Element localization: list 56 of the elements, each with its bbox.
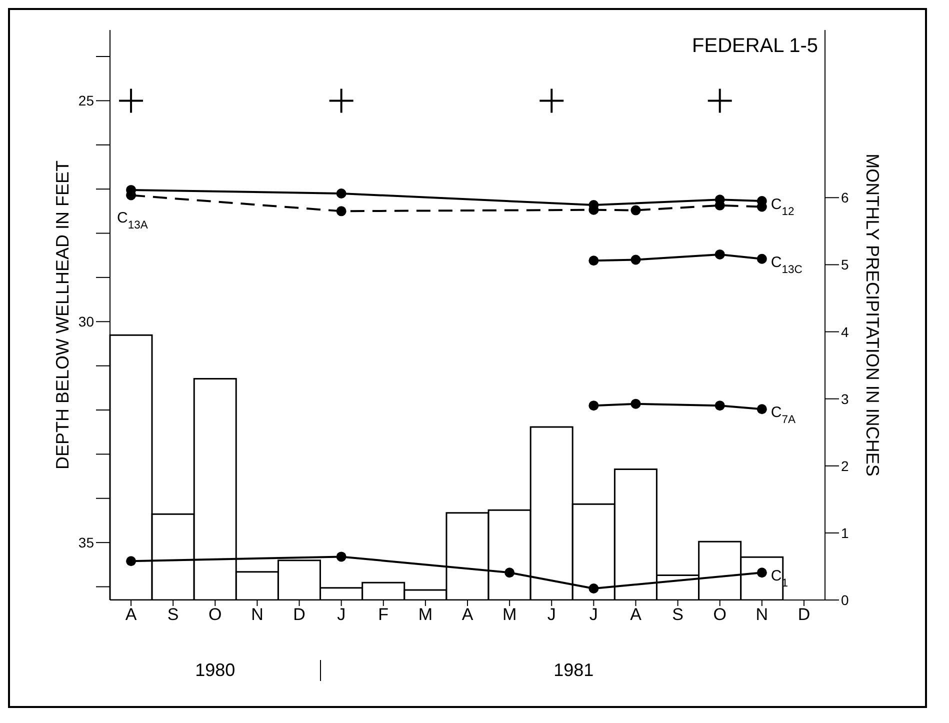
x-tick-label: F [378,605,389,624]
x-tick-label: N [251,605,264,624]
x-tick-label: J [337,605,346,624]
y2-tick-label: 5 [841,256,849,273]
point [708,88,732,113]
point [756,568,767,578]
x-tick-label: S [167,605,179,624]
point [588,256,599,266]
x-tick-label: A [462,605,474,624]
text: 1980 [194,660,236,681]
y2-tick-label: 3 [841,390,849,407]
point [504,568,515,578]
point [126,556,136,566]
x-tick-label: A [125,605,138,624]
point [336,552,346,562]
point [756,404,767,414]
point [336,206,346,216]
y-tick-label: 30 [78,314,94,330]
point [714,400,725,411]
y2-tick-label: 6 [841,190,849,206]
text: 1981 [320,660,826,681]
x-tick-label: J [589,605,598,624]
point [630,398,641,409]
series-label: C$_{13A}$ [117,209,148,232]
y-tick-label: 35 [78,534,94,551]
x-tick-label: A [630,605,642,624]
point [756,254,767,264]
y-axis-title: DEPTH BELOW WELLHEAD IN FEET [52,160,72,470]
y2-tick-label: 1 [841,524,849,541]
x-tick-label: N [756,605,768,624]
x-tick-label: D [798,605,810,624]
x-tick-label: O [208,605,222,624]
point [588,400,599,411]
point [540,88,564,113]
y2-tick-label: 2 [841,458,849,474]
x-tick-label: J [547,605,556,624]
chart-title: FEDERAL 1-5 [692,35,818,57]
x-tick-label: S [672,605,684,624]
y-tick-label: 25 [78,92,94,109]
y2-tick-label: 4 [841,324,849,340]
series-label: C$_{7A}$ [770,404,796,426]
x-tick-label: M [502,605,517,624]
point [588,584,599,594]
y2-axis-title: MONTHLY PRECIPITATION IN INCHES [862,154,883,476]
series-label: C$_{12}$ [770,196,794,218]
point [714,249,725,260]
point [630,205,641,216]
point [119,88,144,113]
series-label: C$_{13C}$ [770,254,802,276]
point [329,88,354,113]
x-tick-label: O [713,605,726,624]
point [336,188,346,198]
x-tick-label: M [418,605,433,624]
point [630,254,641,265]
x-tick-label: D [293,605,306,624]
y2-tick-label: 0 [841,592,849,608]
